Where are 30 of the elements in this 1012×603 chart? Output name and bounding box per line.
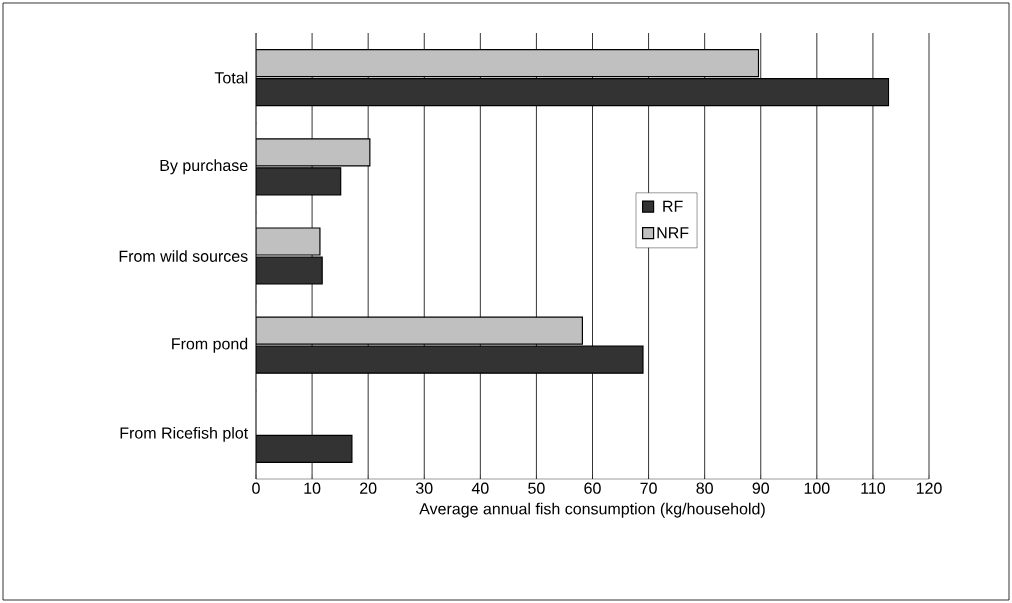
legend-label: RF <box>663 200 683 212</box>
bar <box>256 227 321 256</box>
bar <box>256 49 760 78</box>
bar <box>256 316 584 345</box>
x-tick-label: 80 <box>696 482 713 494</box>
x-tick-label: 120 <box>916 482 942 494</box>
x-tick-label: 20 <box>360 482 377 494</box>
y-tick-label: From Ricefish plot <box>120 426 249 442</box>
x-tick-label: 10 <box>304 482 321 494</box>
bar <box>256 78 890 107</box>
x-tick-label: 40 <box>471 482 489 494</box>
x-axis-title: Average annual fish consumption (kg/household) <box>419 502 765 518</box>
x-tick-label: 60 <box>584 482 601 494</box>
bar <box>256 138 371 167</box>
x-tick-label: 0 <box>252 482 260 494</box>
bar <box>256 345 644 374</box>
x-tick-label: 100 <box>804 482 830 494</box>
legend-label: NRF <box>657 227 689 239</box>
y-tick-label: From wild sources <box>119 250 248 262</box>
x-tick-label: 70 <box>640 482 657 494</box>
bar <box>256 434 353 464</box>
x-tick-label: 50 <box>528 482 545 494</box>
y-tick-label: Total <box>214 71 248 84</box>
x-tick-label: 110 <box>861 482 886 494</box>
bar <box>256 256 323 285</box>
x-tick-label: 30 <box>415 482 433 494</box>
y-tick-label: By purchase <box>160 159 248 175</box>
x-tick-label: 90 <box>752 482 770 494</box>
bar <box>256 167 342 196</box>
y-tick-label: From pond <box>172 337 248 353</box>
